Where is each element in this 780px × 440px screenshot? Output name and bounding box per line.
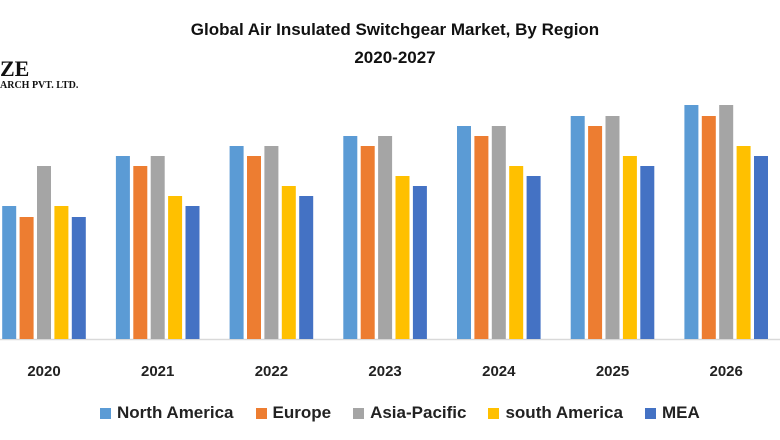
- logo-text: ZE: [0, 56, 30, 81]
- bar-mea-2022: [299, 196, 314, 339]
- legend-item: Europe: [255, 403, 332, 423]
- bar-europe-2022: [247, 156, 261, 339]
- bar-asia-pacific-2023: [378, 136, 393, 339]
- legend-label: south America: [505, 403, 623, 422]
- bar-europe-2025: [588, 126, 603, 339]
- bar-europe-2021: [133, 166, 148, 339]
- legend-label: MEA: [661, 403, 700, 422]
- logo-subtext: ARCH PVT. LTD.: [0, 80, 79, 91]
- legend-swatch: [100, 407, 111, 419]
- chart-title: Global Air Insulated Switchgear Market, …: [190, 20, 600, 39]
- x-tick-label: 2026: [710, 363, 743, 380]
- bar-mea-2025: [640, 166, 655, 339]
- legend-item: MEA: [644, 403, 700, 423]
- x-tick-label: 2022: [255, 363, 288, 380]
- legend-label: Asia-Pacific: [370, 403, 467, 422]
- bar-north-america-2024: [457, 126, 471, 339]
- bar-south-america-2023: [395, 176, 410, 339]
- legend-label: Europe: [272, 403, 332, 422]
- legend-label: North America: [117, 403, 234, 422]
- bar-south-america-2020: [54, 206, 69, 339]
- legend-swatch: [644, 407, 656, 419]
- x-tick-label: 2023: [368, 363, 401, 380]
- bar-europe-2023: [360, 146, 375, 339]
- bar-south-america-2024: [509, 166, 524, 339]
- bar-north-america-2022: [229, 146, 244, 339]
- legend-item: Asia-Pacific: [353, 403, 466, 423]
- legend-item: North America: [100, 403, 234, 423]
- legend-item: south America: [488, 403, 623, 423]
- bar-north-america-2020: [2, 206, 17, 339]
- bar-asia-pacific-2022: [264, 146, 279, 339]
- bar-north-america-2026: [684, 105, 699, 339]
- bar-north-america-2023: [343, 136, 358, 339]
- x-tick-label: 2021: [141, 363, 174, 380]
- bar-south-america-2022: [281, 186, 296, 339]
- bar-south-america-2026: [736, 146, 751, 339]
- bar-mea-2026: [754, 156, 768, 339]
- bar-asia-pacific-2024: [491, 126, 506, 339]
- legend-swatch: [353, 407, 365, 419]
- bar-europe-2026: [701, 116, 716, 339]
- legend-swatch: [255, 407, 267, 419]
- bar-asia-pacific-2026: [719, 105, 734, 339]
- bar-asia-pacific-2021: [150, 156, 165, 339]
- bar-asia-pacific-2020: [37, 166, 51, 339]
- bar-north-america-2021: [115, 156, 130, 339]
- chart-subtitle: 2020-2027: [354, 48, 436, 67]
- bar-europe-2024: [474, 136, 489, 339]
- x-tick-label: 2020: [27, 363, 60, 380]
- bar-mea-2024: [526, 176, 541, 339]
- bar-europe-2020: [19, 217, 34, 339]
- legend-swatch: [488, 407, 500, 419]
- x-tick-label: 2024: [482, 363, 516, 380]
- bar-asia-pacific-2025: [605, 116, 620, 339]
- bar-chart: 2020 2021 2022 2023 2024 2025 2026: [0, 105, 780, 380]
- bar-north-america-2025: [570, 116, 585, 339]
- bar-mea-2021: [185, 206, 200, 339]
- x-tick-label: 2025: [596, 363, 629, 380]
- bar-mea-2023: [412, 186, 427, 339]
- legend: North America Europe Asia-Pacific south Ame…: [100, 403, 700, 423]
- bar-south-america-2025: [622, 156, 637, 339]
- bar-mea-2020: [71, 217, 86, 339]
- bar-south-america-2021: [168, 196, 183, 339]
